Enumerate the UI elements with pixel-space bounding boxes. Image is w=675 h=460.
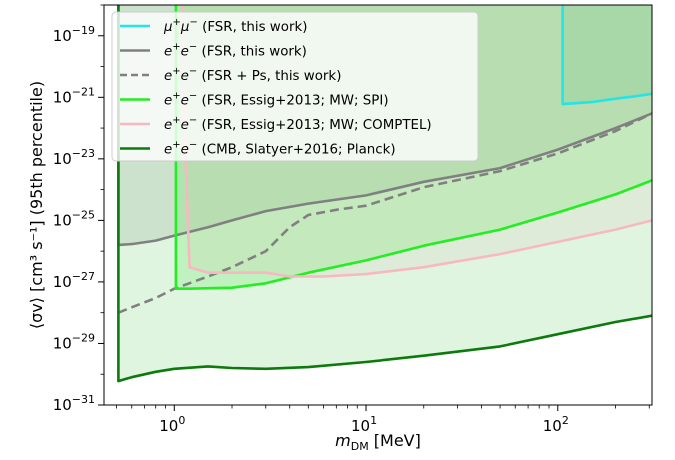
legend: μ+μ− (FSR, this work) e+e− (FSR, this wor…	[111, 11, 479, 162]
x-tick-label: 102	[543, 414, 569, 435]
legend-label-3: e+e− (FSR + Ps, this work)	[164, 66, 341, 84]
y-tick-label: 10−27	[53, 270, 95, 291]
y-tick-label: 10−19	[53, 24, 95, 45]
y-tick-label: 10−23	[53, 147, 95, 168]
y-tick-label: 10−21	[53, 85, 95, 106]
region-1-fsr-this-work	[562, 5, 652, 105]
series-line-2-e-e-fsr-this-work	[117, 5, 652, 247]
series-lines	[117, 5, 652, 383]
plot-frame	[103, 4, 653, 406]
legend-label-2: e+e− (FSR, this work)	[164, 42, 307, 60]
series-line-5-e-e-fsr-essig-2013-mw-comptel	[180, 5, 652, 278]
y-tick-label: 10−29	[53, 331, 95, 352]
legend-box	[111, 11, 479, 162]
legend-label-1: μ+μ− (FSR, this work)	[163, 17, 307, 35]
y-tick-label: 10−31	[53, 393, 95, 414]
x-tick-label: 100	[159, 414, 185, 435]
y-tick-label: 10−25	[53, 208, 95, 229]
series-line-6-e-e-cmb-slatyer-2016-planck	[117, 5, 652, 383]
series-line-4-e-e-fsr-essig-2013-mw-spi	[174, 5, 652, 290]
legend-label-4: e+e− (FSR, Essig+2013; MW; SPI)	[164, 91, 389, 109]
legend-label-6: e+e− (CMB, Slatyer+2016; Planck)	[164, 140, 396, 158]
series-line-1-fsr-this-work	[561, 5, 652, 106]
legend-label-5: e+e− (FSR, Essig+2013; MW; COMPTEL)	[164, 115, 432, 133]
y-axis-label: ⟨σv⟩ [cm³ s⁻¹] (95th percentile)	[27, 81, 46, 329]
x-axis-label: mDM [MeV]	[335, 431, 421, 453]
series-line-3-e-e-fsr-ps-this-work	[117, 112, 652, 314]
